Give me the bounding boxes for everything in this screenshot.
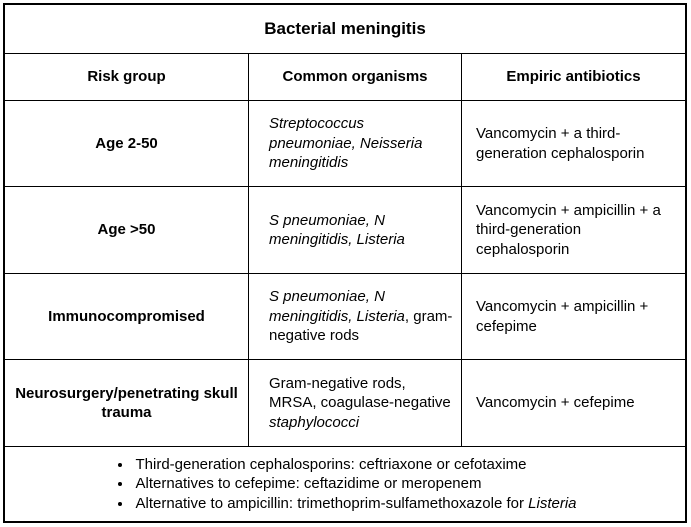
organisms-cell: Gram-negative rods, MRSA, coagulase-nega…	[249, 360, 462, 447]
risk-group-cell: Age >50	[5, 187, 249, 274]
header-common-organisms: Common organisms	[249, 54, 462, 101]
notes-list: Third-generation cephalosporins: ceftria…	[113, 455, 576, 514]
rich-text: S pneumoniae, N meningitidis, Listeria	[269, 211, 453, 250]
italic-text-run: staphylococci	[269, 413, 360, 431]
text-run: Gram-negative rods, MRSA, coagulase-nega…	[269, 374, 451, 412]
rich-text: Alternative to ampicillin: trimethoprim-…	[135, 495, 576, 512]
header-risk-group: Risk group	[5, 54, 249, 101]
notes-section: Third-generation cephalosporins: ceftria…	[5, 447, 685, 521]
organisms-cell: Streptococcus pneumoniae, Neisseria meni…	[249, 101, 462, 187]
rich-text: Alternatives to cefepime: ceftazidime or…	[135, 475, 481, 492]
header-empiric-antibiotics: Empiric antibiotics	[462, 54, 685, 101]
antibiotics-cell: Vancomycin + a third-generation cephalos…	[462, 101, 685, 187]
note-item: Alternative to ampicillin: trimethoprim-…	[133, 494, 576, 514]
note-item: Alternatives to cefepime: ceftazidime or…	[133, 474, 576, 494]
italic-text-run: Streptococcus pneumoniae, Neisseria meni…	[269, 115, 423, 172]
risk-group-cell: Neurosurgery/penetrating skull trauma	[5, 360, 249, 447]
risk-group-cell: Immunocompromised	[5, 274, 249, 360]
italic-text-run: S pneumoniae, N meningitidis, Listeria	[269, 211, 405, 249]
italic-text-run: Listeria	[528, 494, 577, 512]
text-run: , gram-negative rods	[269, 307, 453, 345]
text-run: Alternatives to cefepime: ceftazidime or…	[135, 475, 482, 493]
table-title: Bacterial meningitis	[5, 5, 685, 54]
text-run: Alternative to ampicillin: trimethoprim-…	[135, 494, 529, 512]
antibiotics-cell: Vancomycin + ampicillin + a third-genera…	[462, 187, 685, 274]
rich-text: Gram-negative rods, MRSA, coagulase-nega…	[269, 374, 453, 433]
italic-text-run: S pneumoniae, N meningitidis, Listeria	[269, 288, 405, 325]
note-item: Third-generation cephalosporins: ceftria…	[133, 455, 576, 475]
risk-group-cell: Age 2-50	[5, 101, 249, 187]
rich-text: Streptococcus pneumoniae, Neisseria meni…	[269, 114, 453, 173]
text-run: Third-generation cephalosporins: ceftria…	[135, 455, 527, 473]
organisms-cell: S pneumoniae, N meningitidis, Listeria, …	[249, 274, 462, 360]
rich-text: S pneumoniae, N meningitidis, Listeria, …	[269, 287, 453, 346]
organisms-cell: S pneumoniae, N meningitidis, Listeria	[249, 187, 462, 274]
rich-text: Third-generation cephalosporins: ceftria…	[135, 456, 526, 473]
meningitis-table: Bacterial meningitis Risk group Common o…	[3, 3, 687, 523]
antibiotics-cell: Vancomycin + cefepime	[462, 360, 685, 447]
antibiotics-cell: Vancomycin + ampicillin + cefepime	[462, 274, 685, 360]
